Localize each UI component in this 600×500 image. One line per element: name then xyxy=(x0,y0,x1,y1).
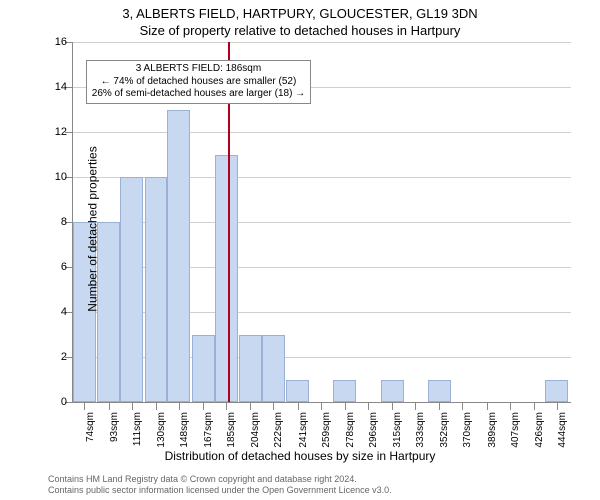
plot-area: 024681012141674sqm93sqm111sqm130sqm148sq… xyxy=(72,42,571,403)
x-tick xyxy=(179,402,180,410)
x-tick xyxy=(298,402,299,410)
y-tick-label: 10 xyxy=(43,171,67,183)
x-tick xyxy=(250,402,251,410)
y-tick-label: 6 xyxy=(43,261,67,273)
histogram-bar xyxy=(545,380,568,403)
histogram-bar xyxy=(239,335,262,403)
x-tick xyxy=(132,402,133,410)
gridline xyxy=(73,42,571,43)
y-tick-label: 0 xyxy=(43,396,67,408)
y-tick-label: 4 xyxy=(43,306,67,318)
annotation-line: ← 74% of detached houses are smaller (52… xyxy=(92,76,305,89)
chart-subtitle: Size of property relative to detached ho… xyxy=(0,23,600,38)
y-tick-label: 16 xyxy=(43,36,67,48)
y-tick-label: 14 xyxy=(43,81,67,93)
x-tick xyxy=(392,402,393,410)
x-tick xyxy=(321,402,322,410)
histogram-bar xyxy=(120,177,143,402)
x-tick xyxy=(84,402,85,410)
x-tick xyxy=(156,402,157,410)
x-tick xyxy=(368,402,369,410)
histogram-bar xyxy=(262,335,285,403)
histogram-bar xyxy=(145,177,168,402)
y-tick-label: 2 xyxy=(43,351,67,363)
histogram-bar xyxy=(381,380,404,403)
annotation-line: 3 ALBERTS FIELD: 186sqm xyxy=(92,63,305,76)
x-tick xyxy=(226,402,227,410)
attribution-text: Contains HM Land Registry data © Crown c… xyxy=(48,474,392,497)
histogram-bar xyxy=(286,380,309,403)
x-tick xyxy=(273,402,274,410)
chart-container: 3, ALBERTS FIELD, HARTPURY, GLOUCESTER, … xyxy=(0,0,600,500)
x-axis-label: Distribution of detached houses by size … xyxy=(0,449,600,463)
x-tick xyxy=(439,402,440,410)
x-tick xyxy=(415,402,416,410)
y-tick-label: 8 xyxy=(43,216,67,228)
x-tick xyxy=(345,402,346,410)
x-tick xyxy=(510,402,511,410)
annotation-line: 26% of semi-detached houses are larger (… xyxy=(92,88,305,101)
x-tick xyxy=(534,402,535,410)
x-tick xyxy=(487,402,488,410)
histogram-bar xyxy=(192,335,215,403)
attribution-line-2: Contains public sector information licen… xyxy=(48,485,392,496)
x-tick xyxy=(462,402,463,410)
gridline xyxy=(73,132,571,133)
histogram-bar xyxy=(428,380,451,403)
histogram-bar xyxy=(215,155,238,403)
histogram-bar xyxy=(97,222,120,402)
chart-title: 3, ALBERTS FIELD, HARTPURY, GLOUCESTER, … xyxy=(0,6,600,21)
attribution-line-1: Contains HM Land Registry data © Crown c… xyxy=(48,474,392,485)
histogram-bar xyxy=(167,110,190,403)
y-tick-label: 12 xyxy=(43,126,67,138)
x-tick xyxy=(557,402,558,410)
histogram-bar xyxy=(333,380,356,403)
x-tick xyxy=(203,402,204,410)
x-tick xyxy=(109,402,110,410)
y-axis-label: Number of detached properties xyxy=(86,146,100,311)
annotation-box: 3 ALBERTS FIELD: 186sqm← 74% of detached… xyxy=(86,60,311,104)
